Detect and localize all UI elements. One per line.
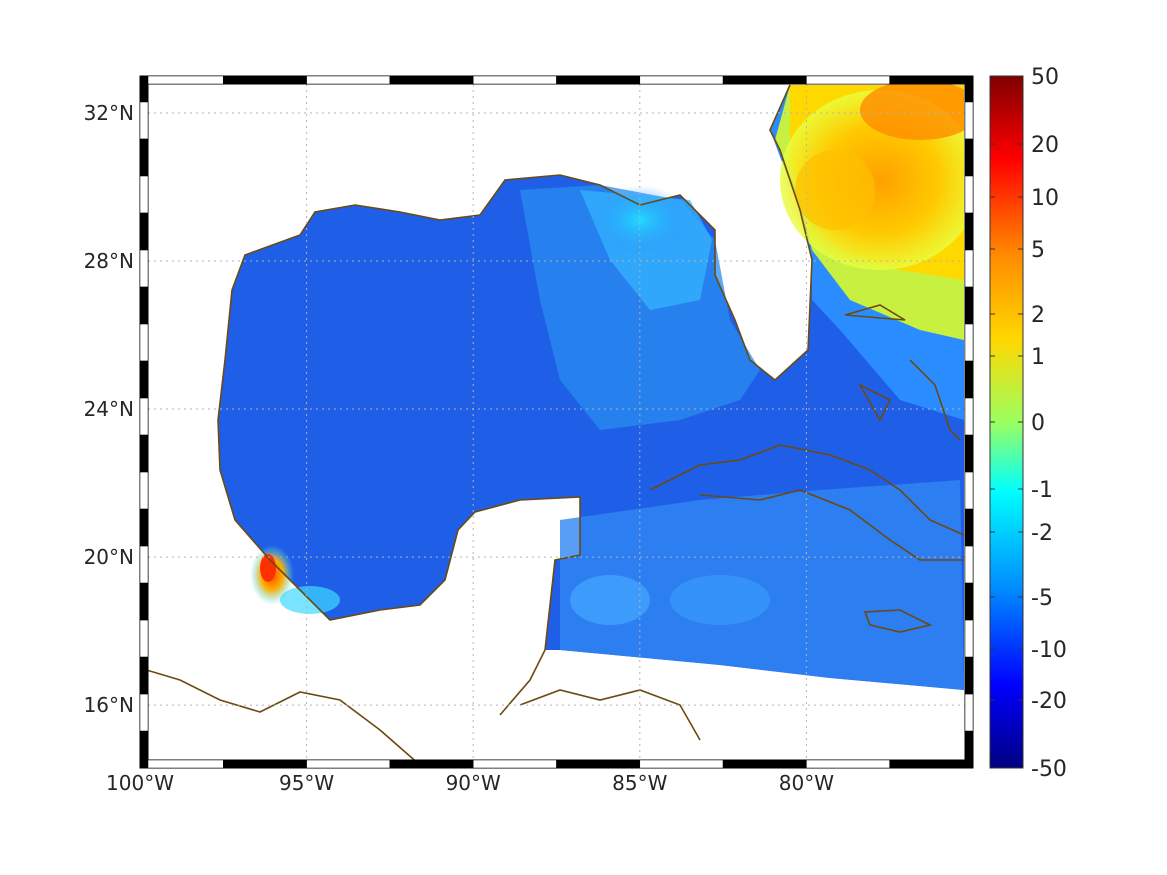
frame-segment-right	[964, 471, 974, 510]
frame-segment-top	[722, 75, 807, 85]
frame-segment-right	[964, 397, 974, 436]
y-tick-labels: 32°N 28°N 24°N 20°N 16°N	[84, 101, 134, 717]
frame-segment-right	[964, 730, 974, 769]
frame-segment-left	[139, 286, 149, 325]
frame-segment-bottom	[806, 759, 890, 769]
colorbar-tick-label: 5	[1031, 238, 1045, 263]
x-tick-label: 90°W	[446, 771, 501, 795]
y-tick-label: 28°N	[84, 249, 134, 273]
y-tick-label: 32°N	[84, 101, 134, 125]
colorbar-gradient	[989, 75, 1024, 769]
frame-segment-top	[889, 75, 974, 85]
frame-segment-left	[139, 693, 149, 732]
frame-segment-right	[964, 175, 974, 214]
frame-segment-right	[964, 323, 974, 362]
x-tick-label: 80°W	[779, 771, 834, 795]
frame-segment-left	[139, 397, 149, 436]
frame-segment-right	[964, 249, 974, 288]
frame-segment-right	[964, 138, 974, 177]
frame-segment-right	[964, 434, 974, 473]
colorbar-tick-label: -20	[1031, 689, 1067, 714]
map-frame	[139, 75, 974, 769]
frame-segment-right	[964, 619, 974, 658]
colorbar-tick-label: 0	[1031, 411, 1045, 436]
frame-segment-bottom	[472, 759, 557, 769]
x-tick-label: 85°W	[612, 771, 667, 795]
frame-segment-top	[556, 75, 641, 85]
colorbar-tick-label: -50	[1031, 757, 1067, 782]
colorbar-tick-label: 1	[1031, 345, 1045, 370]
frame-segment-left	[139, 582, 149, 621]
colorbar-tick-label: 50	[1031, 65, 1059, 90]
colorbar-tick-label: 10	[1031, 186, 1059, 211]
frame-segment-left	[139, 730, 149, 769]
frame-segment-right	[964, 693, 974, 732]
frame-segment-left	[139, 75, 149, 103]
frame-segment-right	[964, 508, 974, 547]
frame-segment-left	[139, 138, 149, 177]
frame-segment-right	[964, 656, 974, 695]
y-tick-label: 24°N	[84, 397, 134, 421]
frame-segment-left	[139, 360, 149, 399]
y-tick-label: 20°N	[84, 545, 134, 569]
frame-segment-top	[223, 75, 307, 85]
frame-segment-bottom	[639, 759, 724, 769]
frame-segment-left	[139, 249, 149, 288]
frame-segment-right	[964, 582, 974, 621]
frame-segment-bottom	[223, 759, 307, 769]
frame-segment-right	[964, 101, 974, 140]
x-tick-labels: 100°W 95°W 90°W 85°W 80°W	[106, 771, 834, 795]
frame-segment-right	[964, 286, 974, 325]
colorbar-tick-label: 20	[1031, 133, 1059, 158]
frame-segment-top	[806, 75, 890, 85]
frame-segment-bottom	[889, 759, 974, 769]
frame-segment-left	[139, 619, 149, 658]
frame-segment-bottom	[389, 759, 474, 769]
frame-segment-left	[139, 323, 149, 362]
frame-segment-left	[139, 434, 149, 473]
frame-segment-right	[964, 212, 974, 251]
frame-segment-top	[306, 75, 391, 85]
colorbar-tick-label: -1	[1031, 478, 1053, 503]
coastline	[148, 84, 964, 760]
frame-segment-top	[389, 75, 474, 85]
frame-segment-bottom	[306, 759, 391, 769]
colorbar-tick-label: 2	[1031, 303, 1045, 328]
frame-segment-left	[139, 656, 149, 695]
colorbar-tick-label: -5	[1031, 586, 1053, 611]
colorbar-tick-label: -2	[1031, 521, 1053, 546]
data-field	[148, 84, 964, 760]
x-tick-label: 100°W	[106, 771, 174, 795]
frame-segment-bottom	[139, 759, 224, 769]
frame-segment-top	[139, 75, 224, 85]
frame-segment-top	[472, 75, 557, 85]
x-tick-label: 95°W	[279, 771, 334, 795]
frame-segment-left	[139, 101, 149, 140]
frame-segment-left	[139, 212, 149, 251]
frame-segment-bottom	[722, 759, 807, 769]
y-tick-label: 16°N	[84, 693, 134, 717]
frame-segment-left	[139, 471, 149, 510]
frame-segment-bottom	[556, 759, 641, 769]
frame-segment-left	[139, 508, 149, 547]
frame-segment-right	[964, 75, 974, 103]
frame-segment-left	[139, 175, 149, 214]
frame-segment-right	[964, 545, 974, 584]
frame-segment-left	[139, 545, 149, 584]
frame-segment-top	[639, 75, 724, 85]
colorbar-tick-label: -10	[1031, 638, 1067, 663]
frame-segment-right	[964, 360, 974, 399]
